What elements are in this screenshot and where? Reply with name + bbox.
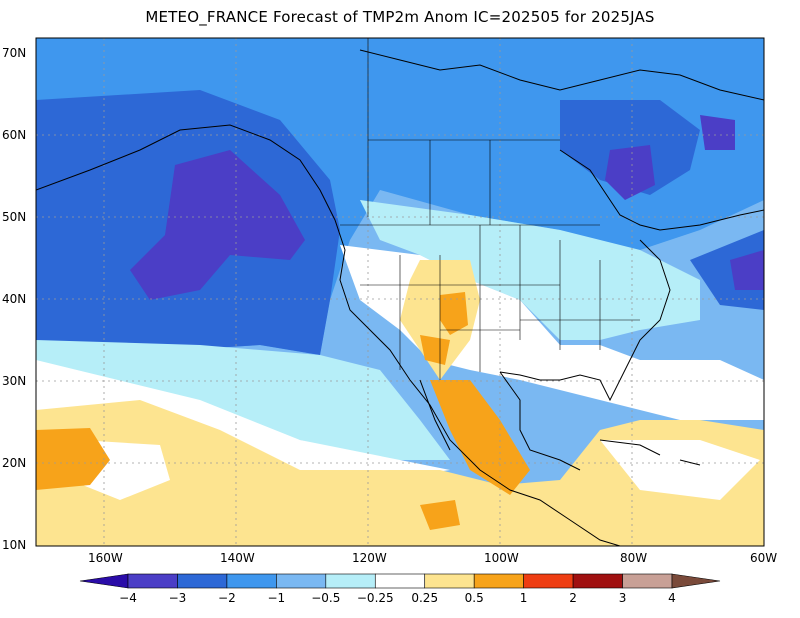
colorbar-tick-label: 2 <box>569 591 577 605</box>
colorbar-swatch <box>276 573 327 589</box>
colorbar-swatch <box>177 573 228 589</box>
coastlines <box>36 49 764 546</box>
colorbar-tick-label: 0.25 <box>411 591 439 605</box>
colorbar-min-triangle <box>79 573 129 589</box>
colorbar-swatch <box>226 573 277 589</box>
colorbar-tick-label: 1 <box>519 591 528 605</box>
map-frame <box>35 37 765 547</box>
colorbar-tick-label: −0.25 <box>356 591 394 605</box>
lon-label-160w: 160W <box>88 551 123 565</box>
lat-label-40n: 40N <box>2 292 27 306</box>
graticule <box>36 38 764 546</box>
anomaly-field <box>36 38 764 546</box>
lat-label-60n: 60N <box>2 128 27 142</box>
lat-label-20n: 20N <box>2 456 27 470</box>
colorbar-swatch <box>473 573 524 589</box>
colorbar-max-triangle <box>671 573 721 589</box>
colorbar-tick-label: −0.5 <box>311 591 341 605</box>
colorbar-tick-label: −1 <box>267 591 286 605</box>
lon-label-80w: 80W <box>620 551 648 565</box>
lon-label-140w: 140W <box>220 551 255 565</box>
lat-label-10n: 10N <box>2 538 27 552</box>
lat-label-30n: 30N <box>2 374 27 388</box>
colorbar-tick-label: −2 <box>218 591 236 605</box>
colorbar <box>79 573 721 589</box>
colorbar-tick-label: 0.5 <box>464 591 484 605</box>
colorbar-swatch <box>622 573 673 589</box>
colorbar-swatch <box>572 573 623 589</box>
colorbar-tick-label: −3 <box>168 591 187 605</box>
lat-label-50n: 50N <box>2 210 27 224</box>
colorbar-swatch <box>424 573 475 589</box>
lat-label-70n: 70N <box>2 46 27 60</box>
colorbar-swatch <box>374 573 426 589</box>
borders <box>340 38 640 380</box>
colorbar-tick-label: 3 <box>618 591 627 605</box>
lon-label-60w: 60W <box>750 551 778 565</box>
map-title: METEO_FRANCE Forecast of TMP2m Anom IC=2… <box>145 8 655 26</box>
colorbar-swatch <box>325 573 376 589</box>
colorbar-tick-label: −4 <box>119 591 137 605</box>
lon-label-100w: 100W <box>484 551 519 565</box>
colorbar-tick-label: 4 <box>668 591 676 605</box>
colorbar-swatch <box>127 573 178 589</box>
colorbar-swatch <box>523 573 574 589</box>
lon-label-120w: 120W <box>352 551 387 565</box>
